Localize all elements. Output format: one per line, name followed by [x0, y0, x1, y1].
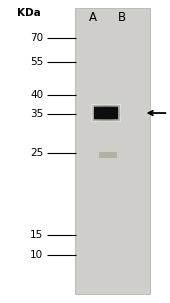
Text: 35: 35	[30, 108, 43, 119]
Bar	[75, 8, 150, 294]
Bar	[91, 104, 121, 122]
Bar	[104, 112, 108, 114]
Bar	[99, 152, 117, 158]
Text: 40: 40	[30, 90, 43, 101]
Text: 10: 10	[30, 250, 43, 260]
Bar	[97, 107, 116, 119]
Bar	[101, 110, 112, 116]
Bar	[100, 109, 112, 117]
Text: KDa: KDa	[17, 8, 41, 18]
Bar	[93, 105, 120, 121]
Bar	[94, 105, 119, 121]
Text: 55: 55	[30, 57, 43, 67]
Bar	[92, 105, 120, 122]
Bar	[94, 107, 118, 119]
Bar	[95, 106, 117, 120]
Bar	[98, 108, 114, 118]
Bar	[103, 111, 110, 115]
Text: 25: 25	[30, 148, 43, 158]
Bar	[100, 109, 113, 117]
Bar	[91, 104, 121, 122]
Bar	[103, 111, 109, 115]
Text: B: B	[118, 11, 126, 24]
Bar	[99, 109, 114, 118]
Bar	[102, 110, 111, 116]
Bar	[94, 106, 118, 120]
Bar	[97, 108, 115, 118]
Text: 15: 15	[30, 230, 43, 240]
Bar	[96, 107, 117, 119]
Text: 70: 70	[30, 33, 43, 43]
Text: A: A	[89, 11, 97, 24]
Bar	[105, 112, 108, 114]
